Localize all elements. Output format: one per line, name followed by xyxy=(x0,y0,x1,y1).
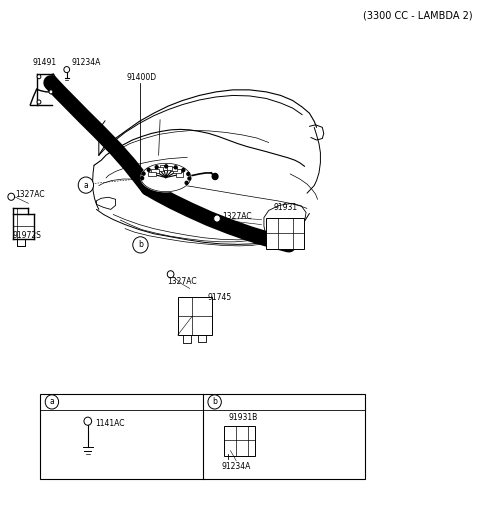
Text: 91234A: 91234A xyxy=(72,57,101,67)
Bar xyxy=(155,167,163,171)
Circle shape xyxy=(49,90,53,94)
Circle shape xyxy=(187,172,190,175)
Circle shape xyxy=(188,177,191,180)
Bar xyxy=(148,172,156,176)
Bar xyxy=(176,173,183,177)
Circle shape xyxy=(165,165,168,168)
Circle shape xyxy=(64,67,70,73)
Circle shape xyxy=(84,417,92,425)
Text: b: b xyxy=(138,240,143,249)
Bar xyxy=(40,394,365,480)
Text: b: b xyxy=(212,397,217,406)
Bar xyxy=(266,217,304,249)
Circle shape xyxy=(142,172,145,175)
Bar xyxy=(151,169,159,173)
Text: a: a xyxy=(49,397,54,406)
Circle shape xyxy=(182,169,185,172)
Circle shape xyxy=(37,100,41,104)
Bar xyxy=(160,166,168,170)
Circle shape xyxy=(214,215,220,222)
Text: 91972S: 91972S xyxy=(12,231,42,240)
Bar xyxy=(169,167,177,171)
Circle shape xyxy=(8,193,14,200)
Circle shape xyxy=(133,237,148,253)
Circle shape xyxy=(147,168,150,171)
Circle shape xyxy=(212,173,218,179)
Text: 91491: 91491 xyxy=(32,58,57,67)
Circle shape xyxy=(155,166,158,169)
Circle shape xyxy=(167,271,174,278)
Circle shape xyxy=(185,181,188,184)
Text: a: a xyxy=(84,181,88,189)
Circle shape xyxy=(208,395,221,409)
Text: (3300 CC - LAMBDA 2): (3300 CC - LAMBDA 2) xyxy=(362,11,472,21)
Bar xyxy=(178,297,212,335)
Text: 1327AC: 1327AC xyxy=(167,277,197,286)
Text: 1327AC: 1327AC xyxy=(15,190,45,199)
Text: 91931B: 91931B xyxy=(229,413,258,422)
Bar xyxy=(224,426,255,456)
Text: 91400D: 91400D xyxy=(126,73,156,82)
Circle shape xyxy=(78,177,94,193)
Bar xyxy=(173,169,181,173)
Circle shape xyxy=(174,166,177,169)
Text: 1327AC: 1327AC xyxy=(222,211,252,220)
Circle shape xyxy=(37,75,41,79)
Text: 91745: 91745 xyxy=(207,293,232,302)
Circle shape xyxy=(225,448,231,454)
Text: 91931: 91931 xyxy=(274,204,298,212)
Text: 91234A: 91234A xyxy=(222,462,251,471)
Circle shape xyxy=(45,395,59,409)
Text: 1141AC: 1141AC xyxy=(95,419,124,428)
Polygon shape xyxy=(141,163,191,192)
Circle shape xyxy=(141,177,144,180)
Bar xyxy=(165,166,172,170)
